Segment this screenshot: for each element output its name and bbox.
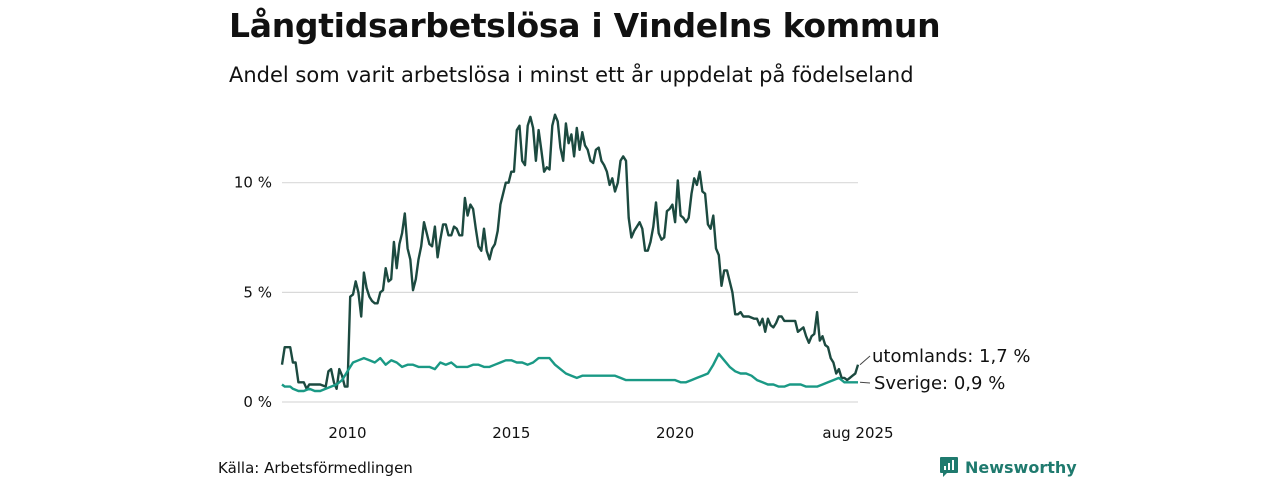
series-layer (280, 113, 860, 393)
end-label-sverige: Sverige: 0,9 % (874, 373, 1005, 394)
y-tick-label: 10 % (234, 174, 272, 192)
y-tick-label: 0 % (243, 393, 272, 411)
series-line-sverige (281, 352, 858, 393)
x-tick-label: 2020 (656, 424, 694, 442)
x-tick-label: aug 2025 (822, 424, 893, 442)
end-label-utomlands: utomlands: 1,7 % (872, 346, 1031, 367)
end-label-connector (859, 355, 871, 366)
chart-title: Långtidsarbetslösa i Vindelns kommun (229, 6, 941, 45)
chart-subtitle: Andel som varit arbetslösa i minst ett å… (229, 63, 914, 87)
series-line-utomlands (280, 113, 860, 390)
end-label-connector (859, 381, 871, 384)
y-tick-label: 5 % (243, 283, 272, 301)
newsworthy-icon (940, 457, 958, 477)
newsworthy-brand-text: Newsworthy (965, 457, 1077, 477)
x-tick-label: 2015 (492, 424, 530, 442)
grid-layer (282, 182, 858, 403)
source-note: Källa: Arbetsförmedlingen (218, 459, 413, 477)
label-layer: 0 % 5 % 10 % 2010 2015 2020 aug 2025 utomlands:… (234, 174, 1031, 442)
x-tick-label: 2010 (328, 424, 366, 442)
newsworthy-logo[interactable]: Newsworthy (939, 456, 1077, 478)
